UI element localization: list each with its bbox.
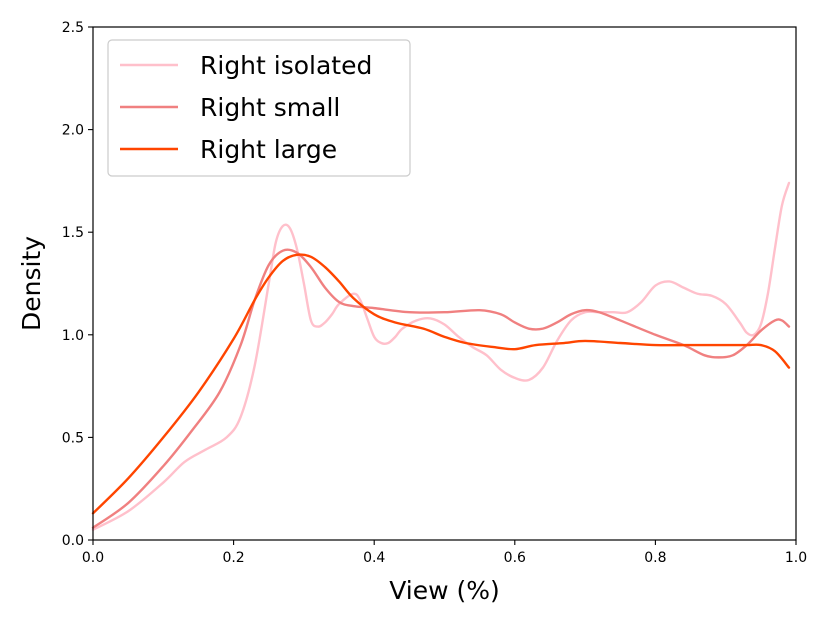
x-tick-label: 0.2 <box>222 550 244 566</box>
x-tick-label: 1.0 <box>785 550 807 566</box>
x-axis: 0.0 0.2 0.4 0.6 0.8 1.0 <box>82 540 807 566</box>
y-tick-label: 0.0 <box>62 533 84 549</box>
series-layer <box>91 181 791 531</box>
legend-label: Right isolated <box>200 51 372 80</box>
x-tick-label: 0.6 <box>504 550 526 566</box>
series-line-right-large <box>91 253 791 515</box>
x-axis-label: View (%) <box>389 576 500 605</box>
legend: Right isolated Right small Right large <box>107 39 411 177</box>
x-tick-label: 0.8 <box>644 550 666 566</box>
plot-frame <box>92 26 797 541</box>
y-tick-label: 1.0 <box>62 328 84 344</box>
legend-label: Right large <box>200 135 337 164</box>
x-tick-label: 0.0 <box>82 550 104 566</box>
x-tick-label: 0.4 <box>363 550 385 566</box>
series-line-right-small <box>91 248 791 529</box>
legend-label: Right small <box>200 93 340 122</box>
y-axis: 0.0 0.5 1.0 1.5 2.0 2.5 <box>62 20 93 549</box>
y-tick-label: 2.0 <box>62 123 84 139</box>
y-tick-label: 0.5 <box>62 430 84 446</box>
y-tick-label: 1.5 <box>62 225 84 241</box>
y-tick-label: 2.5 <box>62 20 84 36</box>
legend-box <box>107 39 411 177</box>
y-axis-label: Density <box>17 236 46 331</box>
series-line-right-isolated <box>91 181 791 531</box>
